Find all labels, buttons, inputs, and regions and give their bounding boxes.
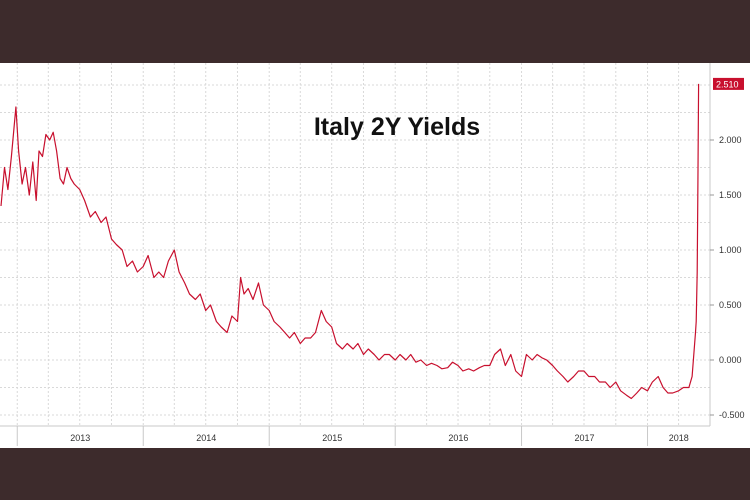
chart-panel: 2.000 1.500 1.000 0.500 0.000 -0.500 2013 2014… bbox=[0, 63, 750, 448]
bottom-band bbox=[0, 448, 750, 500]
y-tick-label: 2.000 bbox=[719, 135, 742, 145]
x-tick-label: 2013 bbox=[70, 433, 90, 443]
y-axis-ticks: 2.000 1.500 1.000 0.500 0.000 -0.500 bbox=[710, 135, 745, 420]
x-tick-label: 2017 bbox=[575, 433, 595, 443]
y-tick-label: -0.500 bbox=[719, 410, 745, 420]
chart-title: Italy 2Y Yields bbox=[314, 113, 480, 141]
y-tick-label: 1.500 bbox=[719, 190, 742, 200]
last-value-label: 2.510 bbox=[716, 79, 739, 89]
x-axis-ticks: 2013 2014 2015 2016 2017 2018 bbox=[16, 426, 689, 446]
line-chart: 2.000 1.500 1.000 0.500 0.000 -0.500 2013 2014… bbox=[0, 63, 745, 446]
grid-lines bbox=[0, 63, 711, 426]
x-tick-label: 2014 bbox=[196, 433, 216, 443]
y-tick-label: 1.000 bbox=[719, 245, 742, 255]
y-tick-label: 0.000 bbox=[719, 355, 742, 365]
y-tick-label: 0.500 bbox=[719, 300, 742, 310]
x-tick-label: 2015 bbox=[322, 433, 342, 443]
top-band bbox=[0, 0, 750, 63]
x-tick-label: 2018 bbox=[669, 433, 689, 443]
last-value-box bbox=[713, 77, 744, 90]
last-value-marker: 2.510 bbox=[713, 77, 744, 90]
x-tick-label: 2016 bbox=[448, 433, 468, 443]
series-line bbox=[0, 83, 700, 400]
